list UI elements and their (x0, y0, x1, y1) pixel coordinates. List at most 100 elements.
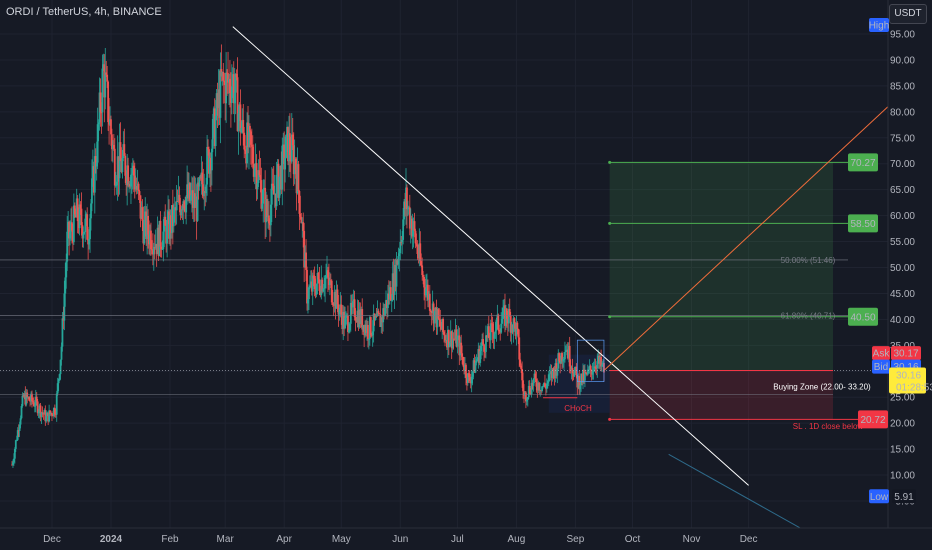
trendline-target[interactable] (603, 106, 889, 371)
candle-body (114, 185, 117, 187)
stop-zone (609, 370, 833, 420)
candle-body (520, 365, 523, 370)
candle-body (589, 365, 592, 371)
tp3-badge-bg (848, 153, 878, 172)
candle-body (206, 147, 208, 185)
candle-body (132, 165, 135, 176)
candle-body (14, 440, 17, 449)
candle-body (266, 199, 268, 218)
time-tick-label: Oct (625, 534, 641, 545)
candle-body (438, 318, 441, 320)
candle-body (467, 373, 470, 378)
candle-body (424, 287, 426, 296)
candle-body (37, 411, 40, 414)
candle-body (241, 119, 244, 128)
candle-body (511, 325, 514, 332)
candle-body (535, 378, 538, 387)
price-axis[interactable]: 95.00 90.00 85.00 80.00 75.00 70.00 65.00 60.00… (888, 0, 932, 528)
trendline-down-extension[interactable] (668, 453, 804, 530)
candle-body (75, 198, 78, 218)
candle-body (22, 395, 25, 397)
candle-body (513, 318, 516, 324)
candle-body (469, 380, 472, 384)
time-tick-label: Feb (161, 534, 179, 545)
candle-body (249, 131, 252, 145)
candle-body (63, 293, 66, 321)
candle-body (294, 159, 297, 170)
candle-body (466, 373, 469, 384)
candle-body (233, 92, 236, 104)
price-tick-label: 40.00 (890, 315, 915, 326)
candle-body (345, 315, 347, 318)
candle-body (131, 173, 133, 175)
candle-body (145, 211, 148, 240)
candle-body (275, 174, 278, 207)
candle-body (70, 222, 72, 232)
price-tick-label: 50.00 (890, 263, 915, 274)
candle-body (199, 177, 202, 179)
candle-body (130, 174, 132, 187)
trendline-down[interactable] (232, 26, 749, 486)
candle-body (468, 377, 471, 381)
candle-body (227, 73, 229, 83)
candle-body (326, 270, 328, 276)
candle-body (462, 356, 465, 366)
candle-body (422, 275, 425, 278)
high-label-bg (869, 18, 889, 32)
candle-body (541, 386, 543, 392)
candle-body (163, 216, 166, 232)
candle-body (337, 304, 340, 315)
candle-body (523, 391, 525, 396)
candle-body (447, 329, 450, 347)
candle-body (175, 200, 178, 211)
time-tick-label: Aug (507, 534, 525, 545)
ask-label-bg (872, 346, 890, 361)
candle-body (444, 335, 446, 341)
candle-body (450, 331, 453, 349)
candle-body (349, 302, 352, 324)
level-dot (608, 221, 612, 225)
candle-body (297, 164, 300, 192)
candle-body (49, 410, 51, 414)
candle-body (479, 350, 482, 363)
candle-body (35, 396, 38, 402)
candle-body (336, 289, 339, 305)
grid (0, 0, 888, 528)
sl-badge: 20.72 (860, 415, 885, 426)
candle-body (33, 405, 36, 407)
candle-body (139, 195, 142, 219)
candle-body (362, 325, 365, 330)
candle-body (407, 208, 409, 210)
candle-body (190, 190, 193, 196)
candle-body (353, 299, 356, 318)
candle-body (590, 370, 593, 375)
candle-body (118, 142, 121, 179)
candle-body (259, 175, 262, 181)
candle-body (507, 309, 510, 324)
candles (11, 44, 605, 468)
candle-body (366, 324, 368, 333)
candle-body (526, 397, 529, 400)
currency-button[interactable]: USDT (889, 4, 927, 24)
high-label: High (869, 21, 890, 32)
candle-body (155, 244, 158, 255)
candle-body (477, 349, 480, 360)
price-tick-label: 85.00 (890, 81, 915, 92)
candle-body (242, 119, 245, 133)
trendlines[interactable] (232, 26, 889, 530)
candle-body (342, 311, 345, 330)
time-tick-label: Mar (217, 534, 235, 545)
candle-body (46, 412, 49, 416)
candle-body (58, 374, 61, 380)
candle-body (293, 159, 296, 175)
candle-body (146, 215, 149, 240)
candle-body (218, 89, 221, 118)
candle-body (584, 372, 587, 373)
candle-body (461, 353, 464, 357)
candle-body (403, 201, 405, 220)
candle-body (595, 368, 598, 369)
candle-body (534, 373, 537, 379)
